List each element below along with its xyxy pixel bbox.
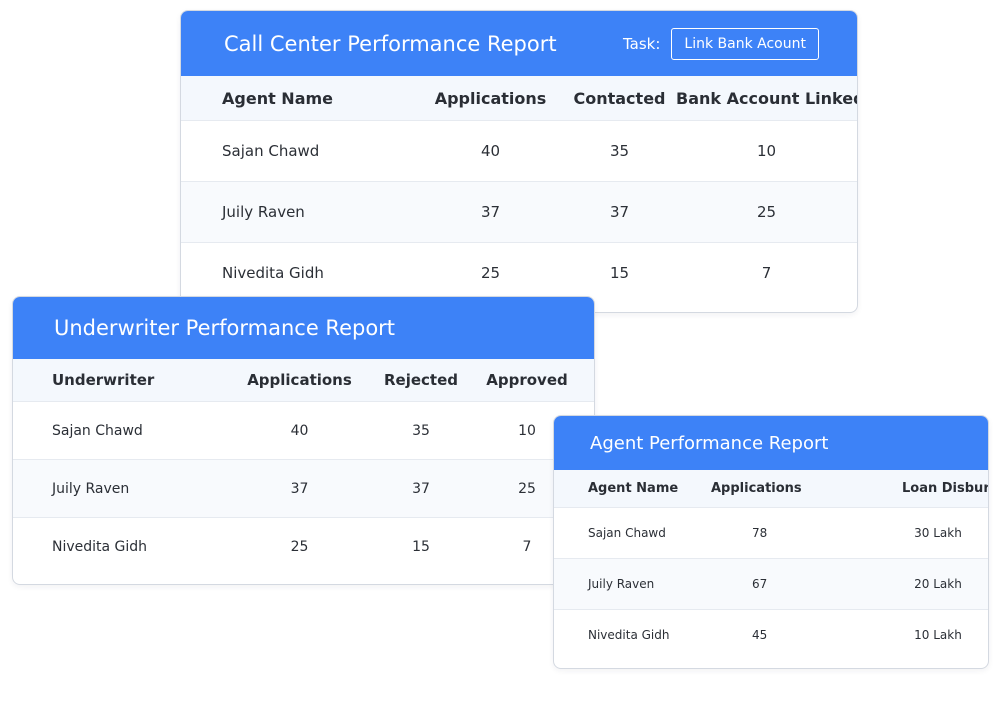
underwriter-name-cell: Nivedita Gidh	[52, 538, 148, 555]
applications-cell: 37	[290, 480, 309, 497]
column-header-applications: Applications	[711, 481, 802, 496]
rejected-cell: 37	[412, 480, 430, 497]
bank-linked-cell: 10	[756, 142, 777, 160]
underwriter-report-card: Underwriter Performance Report Underwrit…	[12, 296, 595, 585]
loan-disbursed-cell: 30 Lakh	[914, 526, 962, 540]
bank-linked-cell: 25	[756, 203, 777, 221]
task-selector: Task: Link Bank Acount	[622, 27, 819, 60]
agent-name-cell: Nivedita Gidh	[588, 628, 670, 642]
agent-name-cell: Sajan Chawd	[588, 526, 666, 540]
loan-disbursed-cell: 20 Lakh	[914, 577, 962, 591]
agent-report-card: Agent Performance Report Agent Name Appl…	[553, 415, 989, 669]
approved-cell: 10	[518, 422, 536, 439]
table-row: Sajan Chawd 40 35 10	[181, 120, 857, 181]
table-row: Juily Raven 37 37 25	[181, 181, 857, 242]
agent-name-cell: Nivedita Gidh	[222, 264, 324, 282]
agent-report-title: Agent Performance Report	[590, 432, 829, 454]
table-header-row: Underwriter Applications Rejected Approv…	[13, 359, 594, 401]
table-row: Juily Raven 67 20 Lakh	[554, 558, 988, 609]
underwriter-name-cell: Sajan Chawd	[52, 422, 143, 439]
agent-name-cell: Juily Raven	[588, 577, 655, 591]
underwriter-report-title: Underwriter Performance Report	[54, 316, 396, 340]
agent-name-cell: Sajan Chawd	[222, 142, 320, 160]
contacted-cell: 35	[609, 142, 630, 160]
task-link-bank-account-button[interactable]: Link Bank Acount	[671, 27, 819, 60]
applications-cell: 25	[480, 264, 501, 282]
applications-cell: 78	[752, 526, 768, 540]
underwriter-report-header: Underwriter Performance Report	[13, 297, 594, 359]
rejected-cell: 35	[412, 422, 430, 439]
table-header-row: Agent Name Applications Loan Disbursed	[554, 470, 988, 507]
underwriter-name-cell: Juily Raven	[52, 480, 130, 497]
applications-cell: 40	[290, 422, 309, 439]
column-header-applications: Applications	[247, 371, 352, 389]
column-header-rejected: Rejected	[383, 371, 458, 389]
applications-cell: 67	[752, 577, 768, 591]
call-center-report-card: Call Center Performance Report Task: Lin…	[180, 10, 858, 313]
table-row: Sajan Chawd 78 30 Lakh	[554, 507, 988, 558]
agent-name-cell: Juily Raven	[222, 203, 305, 221]
applications-cell: 40	[480, 142, 501, 160]
applications-cell: 45	[752, 628, 768, 642]
call-center-report-title: Call Center Performance Report	[224, 31, 557, 56]
column-header-approved: Approved	[486, 371, 568, 389]
column-header-applications: Applications	[434, 88, 547, 108]
applications-cell: 25	[290, 538, 309, 555]
column-header-contacted: Contacted	[573, 88, 666, 108]
column-header-bank-account-linked: Bank Account Linked	[676, 88, 858, 108]
agent-report-header: Agent Performance Report	[554, 416, 988, 470]
table-header-row: Agent Name Applications Contacted Bank A…	[181, 76, 857, 120]
loan-disbursed-cell: 10 Lakh	[914, 628, 962, 642]
column-header-underwriter: Underwriter	[52, 371, 155, 389]
table-row: Nivedita Gidh 45 10 Lakh	[554, 609, 988, 660]
call-center-report-header: Call Center Performance Report Task: Lin…	[181, 11, 857, 76]
column-header-agent-name: Agent Name	[588, 481, 679, 496]
applications-cell: 37	[480, 203, 501, 221]
table-row: Nivedita Gidh 25 15 7	[13, 517, 594, 575]
table-row: Nivedita Gidh 25 15 7	[181, 242, 857, 303]
column-header-loan-disbursed: Loan Disbursed	[902, 481, 989, 496]
bank-linked-cell: 7	[761, 264, 772, 282]
table-row: Juily Raven 37 37 25	[13, 459, 594, 517]
task-label: Task:	[622, 34, 661, 53]
approved-cell: 25	[518, 480, 536, 497]
rejected-cell: 15	[412, 538, 430, 555]
table-row: Sajan Chawd 40 35 10	[13, 401, 594, 459]
approved-cell: 7	[522, 538, 532, 555]
column-header-agent-name: Agent Name	[222, 88, 334, 108]
contacted-cell: 37	[609, 203, 630, 221]
contacted-cell: 15	[609, 264, 630, 282]
